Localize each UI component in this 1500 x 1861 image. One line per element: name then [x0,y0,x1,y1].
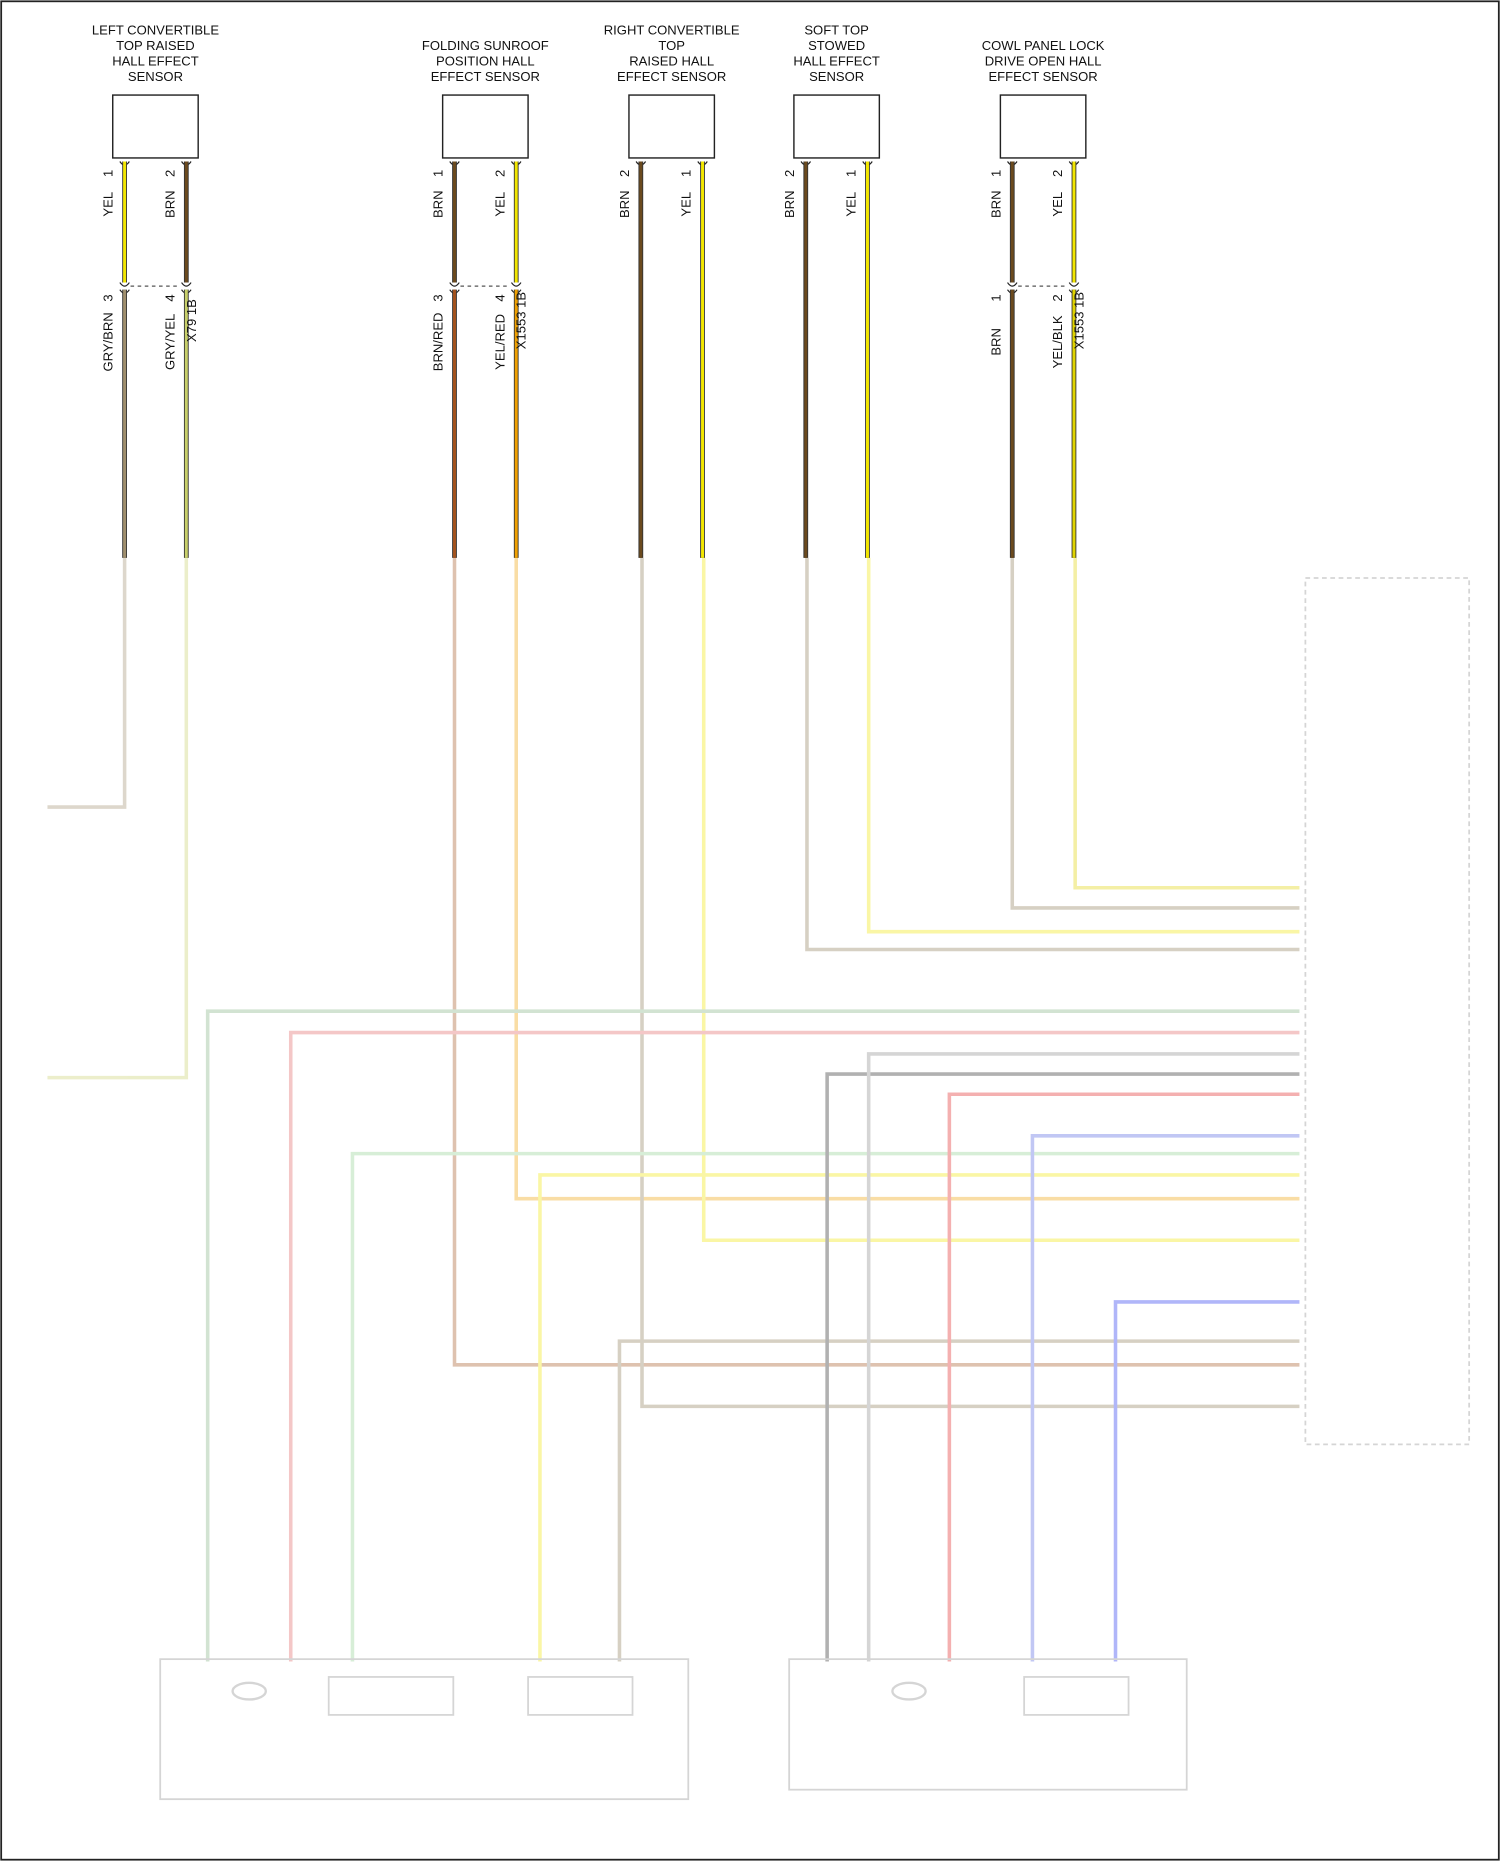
sensor-label: SENSOR [809,69,864,84]
connector-name: X79 1B [184,299,199,342]
sensor-label: SENSOR [128,69,183,84]
pin-number: 2 [617,170,632,177]
pin-number: 2 [162,170,177,177]
sensor-label: RAISED HALL [629,53,714,68]
wire-color: BRN [162,190,177,218]
sensor-label: EFFECT SENSOR [431,69,540,84]
pin-number: 3 [431,294,446,301]
wire-color: YEL [492,192,507,217]
sensor-box [999,94,1087,159]
sensor-label: TOP RAISED [116,38,195,53]
pin-number: 2 [1050,170,1065,177]
wire-color: BRN/RED [431,313,446,372]
wire-color: YEL [101,192,116,217]
pin-number: 2 [1050,294,1065,301]
wire-color: YEL [679,192,694,217]
sensor-label: POSITION HALL [436,53,535,68]
wire-color: BRN [617,190,632,218]
wire-color: YEL [1050,192,1065,217]
connector-name: X1553 1B [1071,292,1086,350]
pin-number: 2 [782,170,797,177]
wire-color: BRN [988,190,1003,218]
pin-number: 1 [988,294,1003,301]
sensor-box [793,94,881,159]
sensor-label: RIGHT CONVERTIBLE [604,23,740,38]
sensor-box [441,94,529,159]
wire-color: YEL/BLK [1050,315,1065,368]
wire-color: GRY/YEL [162,314,177,370]
pin-number: 1 [988,170,1003,177]
wire-color: BRN [782,190,797,218]
sensor-label: LEFT CONVERTIBLE [92,23,219,38]
pin-number: 1 [679,170,694,177]
sensor-label: SOFT TOP [804,23,869,38]
sensor-label: COWL PANEL LOCK [982,38,1105,53]
pin-number: 1 [101,170,116,177]
pin-number: 4 [162,294,177,301]
sensor-label: EFFECT SENSOR [988,69,1097,84]
wire-color: BRN [988,328,1003,356]
pin-number: 1 [844,170,859,177]
sensor-label: FOLDING SUNROOF [422,38,549,53]
connector-name: X1553 1B [514,292,529,350]
sensor-label: HALL EFFECT [793,53,880,68]
pin-number: 2 [492,170,507,177]
wire-color: YEL [844,192,859,217]
pin-number: 1 [431,170,446,177]
sensor-box [628,94,716,159]
sensor-box [112,94,199,159]
blurred-lower-section [47,557,1471,1801]
pin-number: 4 [492,294,507,301]
sensor-label: EFFECT SENSOR [617,69,726,84]
pin-number: 3 [101,294,116,301]
sensor-label: TOP [658,38,685,53]
sensor-label: HALL EFFECT [112,53,199,68]
sensor-label: STOWED [808,38,865,53]
wire-color: YEL/RED [492,314,507,370]
wire-color: BRN [431,190,446,218]
wire-color: GRY/BRN [101,312,116,371]
sensor-label: DRIVE OPEN HALL [985,53,1102,68]
